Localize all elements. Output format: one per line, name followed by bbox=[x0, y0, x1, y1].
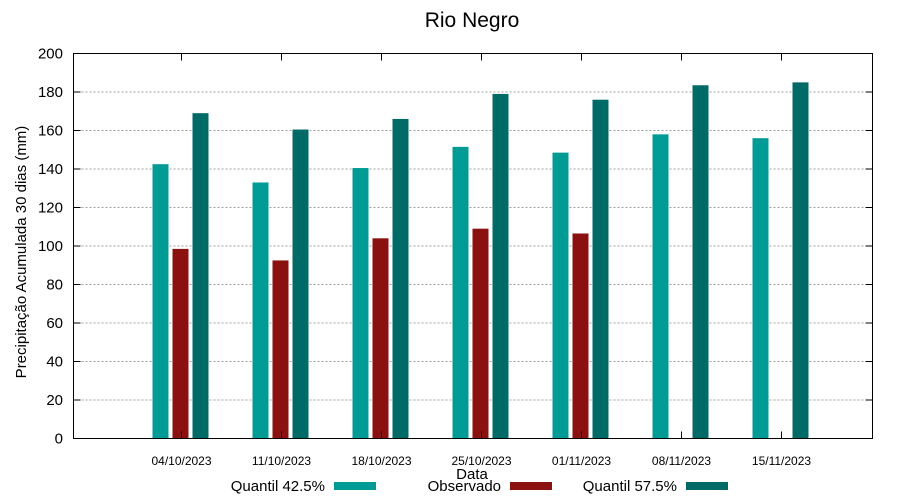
legend: Quantil 42.5% Observado Quantil 57.5% bbox=[231, 478, 728, 495]
bar-2 bbox=[472, 228, 489, 439]
bar-1 bbox=[452, 146, 469, 439]
bar-2 bbox=[572, 233, 589, 439]
x-tick-label: 15/11/2023 bbox=[752, 454, 811, 468]
bar-3 bbox=[792, 82, 809, 439]
y-tick-label: 160 bbox=[38, 123, 63, 140]
bar-1 bbox=[352, 168, 369, 439]
bars bbox=[152, 82, 809, 439]
y-tick-label: 0 bbox=[55, 431, 63, 448]
y-axis-label: Precipitação Acumulada 30 dias (mm) bbox=[13, 126, 30, 379]
y-tick-label: 120 bbox=[38, 200, 63, 217]
x-tick-label: 11/10/2023 bbox=[252, 454, 311, 468]
y-tick-label: 200 bbox=[38, 46, 63, 63]
bar-3 bbox=[292, 129, 309, 439]
bar-1 bbox=[652, 134, 669, 439]
bar-1 bbox=[252, 182, 269, 439]
x-tick-label: 25/10/2023 bbox=[451, 454, 511, 468]
y-tick-label: 100 bbox=[38, 238, 63, 255]
x-axis-label: Data bbox=[456, 466, 488, 483]
bar-3 bbox=[692, 85, 709, 439]
bar-2 bbox=[172, 248, 189, 439]
legend-label: Quantil 42.5% bbox=[231, 478, 325, 495]
legend-label: Observado bbox=[428, 478, 501, 495]
x-tick-label: 04/10/2023 bbox=[151, 454, 211, 468]
bar-2 bbox=[372, 238, 389, 439]
y-tick-label: 180 bbox=[38, 84, 63, 101]
bar-3 bbox=[392, 118, 409, 439]
x-tick-label: 01/11/2023 bbox=[552, 454, 611, 468]
legend-swatch bbox=[510, 482, 552, 490]
x-tick-label: 18/10/2023 bbox=[351, 454, 411, 468]
y-tick-label: 80 bbox=[46, 277, 63, 294]
chart-title: Rio Negro bbox=[425, 9, 520, 32]
legend-swatch bbox=[686, 482, 728, 490]
y-tick-label: 140 bbox=[38, 161, 63, 178]
y-tick-label: 20 bbox=[46, 392, 63, 409]
x-tick-label: 08/11/2023 bbox=[652, 454, 711, 468]
bar-1 bbox=[152, 164, 169, 439]
bar-3 bbox=[592, 99, 609, 439]
x-axis: 04/10/2023 11/10/2023 18/10/2023 25/10/2023… bbox=[151, 53, 811, 468]
y-tick-label: 60 bbox=[46, 315, 63, 332]
legend-label: Quantil 57.5% bbox=[583, 478, 677, 495]
bar-1 bbox=[752, 138, 769, 439]
legend-swatch bbox=[334, 482, 376, 490]
bar-2 bbox=[272, 260, 289, 439]
bar-1 bbox=[552, 152, 569, 439]
bar-3 bbox=[192, 113, 209, 439]
y-tick-label: 40 bbox=[46, 354, 63, 371]
bar-3 bbox=[492, 93, 509, 439]
y-axis: 0 20 40 60 80 100 120 140 160 180 200 bbox=[38, 46, 873, 448]
